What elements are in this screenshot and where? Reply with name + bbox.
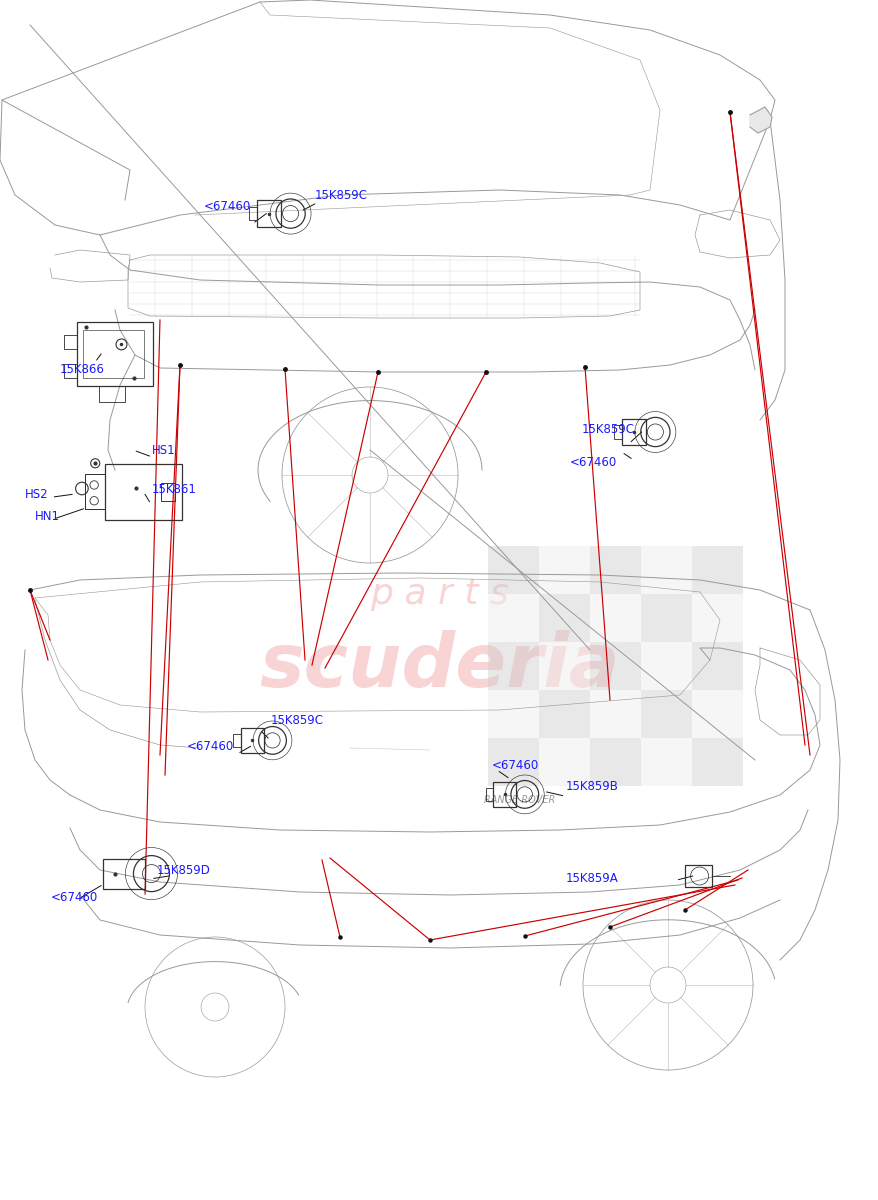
Bar [691,642,742,690]
Text: 15K859A: 15K859A [565,872,617,884]
Bar [487,546,538,594]
Bar [241,727,263,754]
Bar [538,738,589,786]
Bar [99,386,125,402]
Text: <67460: <67460 [51,892,98,904]
Text: 15K861: 15K861 [152,484,197,496]
Bar [64,335,77,349]
Text: HS1: HS1 [152,444,176,456]
Polygon shape [749,107,771,133]
Bar [614,425,622,439]
Bar [538,642,589,690]
Bar [691,546,742,594]
Bar [234,734,241,746]
Bar [589,546,640,594]
Bar [622,419,645,445]
Text: 15K859C: 15K859C [270,714,323,726]
Text: 15K859C: 15K859C [581,424,634,436]
Bar [640,690,691,738]
Bar [493,782,515,808]
Bar [640,642,691,690]
Bar [691,690,742,738]
Bar [83,330,144,378]
Text: <67460: <67460 [187,740,234,752]
Bar [486,788,493,800]
Bar [538,594,589,642]
Bar [104,464,182,520]
Bar [589,738,640,786]
Bar [487,594,538,642]
Bar [640,738,691,786]
Text: 15K859B: 15K859B [565,780,617,792]
Bar [691,594,742,642]
Bar [161,484,175,500]
Bar [589,690,640,738]
Bar [691,738,742,786]
Bar [487,642,538,690]
Bar [487,690,538,738]
Bar [589,642,640,690]
Text: 15K866: 15K866 [60,364,104,376]
Text: <67460: <67460 [204,200,251,212]
Text: scuderia: scuderia [259,630,619,702]
Bar [64,364,77,378]
Bar [685,865,711,887]
Text: HS2: HS2 [25,488,48,500]
Bar [589,594,640,642]
Bar [640,546,691,594]
Text: 15K859C: 15K859C [314,190,367,202]
Bar [257,200,281,227]
Text: RANGE ROVER: RANGE ROVER [484,794,555,805]
Bar [104,859,145,888]
Bar [249,206,257,221]
Text: <67460: <67460 [492,760,539,772]
Text: HN1: HN1 [35,510,60,522]
Text: p a r t s: p a r t s [370,577,508,611]
Bar [538,690,589,738]
Text: <67460: <67460 [569,456,616,468]
Bar [640,594,691,642]
Bar [487,738,538,786]
Text: 15K859D: 15K859D [156,864,210,876]
Bar [76,322,154,386]
Bar [538,546,589,594]
